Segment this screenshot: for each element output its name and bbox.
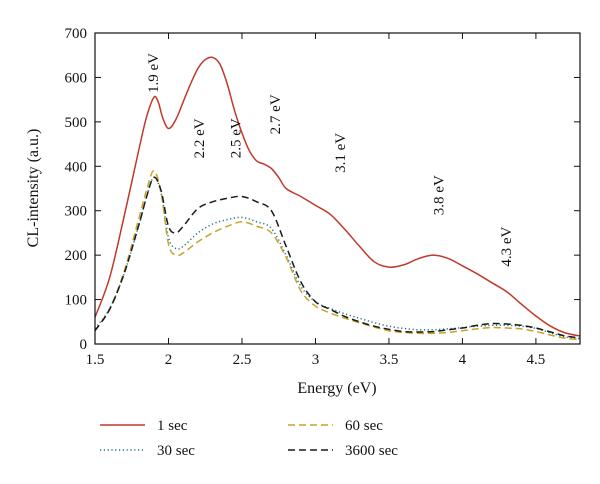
peak-annotation: 2.7 eV — [268, 94, 284, 134]
peak-annotation: 2.2 eV — [192, 118, 208, 158]
peak-annotation: 2.5 eV — [228, 118, 244, 158]
legend-label-1: 30 sec — [157, 443, 195, 459]
y-tick-label: 0 — [80, 337, 88, 353]
peak-annotation: 3.8 eV — [431, 175, 447, 215]
series-layer — [94, 56, 581, 341]
series-line-2 — [94, 169, 581, 341]
peak-annotation: 1.9 eV — [146, 53, 162, 93]
series-line-3 — [94, 176, 581, 339]
plot-frame — [94, 32, 581, 345]
x-tick-label: 2 — [165, 352, 173, 368]
y-tick-label: 500 — [65, 115, 88, 131]
x-tick-label: 4 — [459, 352, 467, 368]
y-tick-label: 400 — [65, 159, 88, 175]
x-axis: 1.5 2 2.5 3 3.5 4 4.5 — [86, 33, 546, 368]
y-axis-label: CL-intensity (a.u.) — [25, 129, 42, 248]
annotations: 1.9 eV 2.2 eV 2.5 eV 2.7 eV 3.1 eV 3.8 eV 4.3 … — [146, 53, 515, 267]
y-axis: 0 100 200 300 400 500 600 700 — [65, 26, 580, 353]
peak-annotation: 3.1 eV — [333, 133, 349, 173]
x-tick-label: 3.5 — [380, 352, 399, 368]
x-tick-label: 4.5 — [527, 352, 546, 368]
y-tick-label: 200 — [65, 248, 88, 264]
y-tick-label: 600 — [65, 70, 88, 86]
x-tick-label: 1.5 — [86, 352, 105, 368]
peak-annotation: 4.3 eV — [499, 227, 515, 267]
y-tick-label: 300 — [65, 204, 88, 220]
legend-label-2: 60 sec — [345, 418, 383, 434]
legend: 1 sec 30 sec 60 sec 3600 sec — [100, 418, 398, 459]
x-tick-label: 2.5 — [233, 352, 252, 368]
legend-label-0: 1 sec — [157, 418, 188, 434]
series-line-0 — [94, 56, 581, 337]
x-axis-label: Energy (eV) — [297, 380, 376, 397]
y-tick-label: 100 — [65, 293, 88, 309]
legend-label-3: 3600 sec — [345, 443, 398, 459]
y-tick-label: 700 — [65, 26, 88, 42]
x-tick-label: 3 — [312, 352, 320, 368]
